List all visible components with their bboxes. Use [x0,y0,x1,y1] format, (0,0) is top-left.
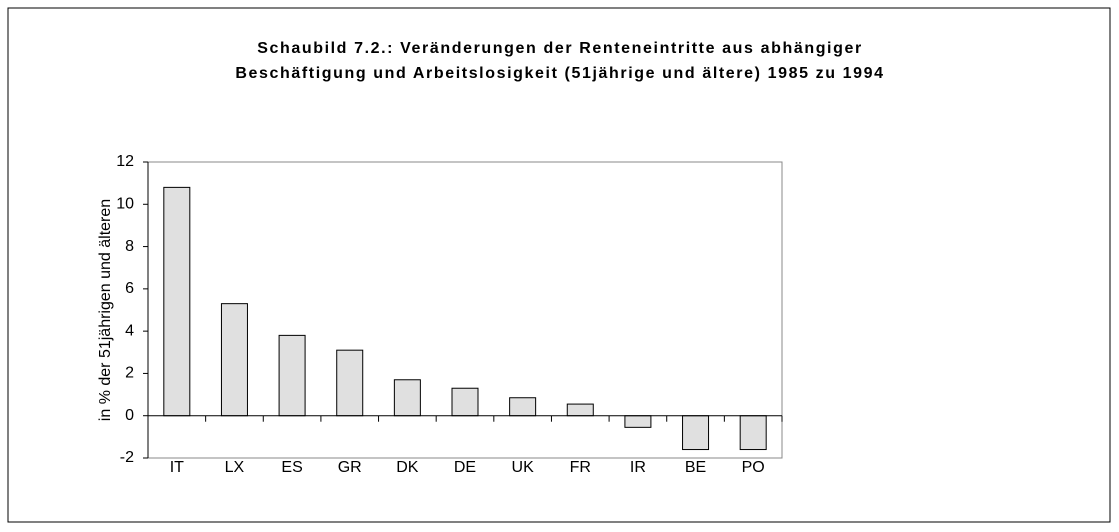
chart-title: Schaubild 7.2.: Veränderungen der Renten… [257,40,863,57]
y-tick-label: 0 [125,407,134,424]
bar [278,334,306,417]
bar [451,387,479,417]
bar [336,349,364,417]
bar [509,397,537,417]
y-tick-label: 2 [125,365,134,382]
bar [624,415,652,428]
y-axis-label: in % der 51jährigen und älteren [97,199,114,421]
x-tick-label: LX [225,459,245,476]
x-tick-label: DK [396,459,419,476]
y-tick-label: -2 [120,449,134,466]
bar [163,186,191,417]
x-tick-label: DE [454,459,476,476]
chart-title: Beschäftigung und Arbeitslosigkeit (51jä… [235,65,884,82]
frame [7,7,1111,523]
bar [220,303,248,417]
bar [566,403,594,417]
x-tick-label: IT [170,459,184,476]
y-tick-label: 4 [125,322,134,339]
bar [682,415,710,451]
x-tick-label: UK [512,459,535,476]
x-tick-label: FR [570,459,591,476]
y-tick-label: 12 [116,153,134,170]
x-tick-label: PO [742,459,765,476]
y-tick-label: 6 [125,280,134,297]
y-tick-label: 10 [116,196,134,213]
y-tick-label: 8 [125,238,134,255]
bar [393,379,421,417]
x-tick-label: IR [630,459,646,476]
x-tick-label: BE [685,459,706,476]
x-tick-label: ES [281,459,302,476]
bar [739,415,767,451]
x-tick-label: GR [338,459,362,476]
